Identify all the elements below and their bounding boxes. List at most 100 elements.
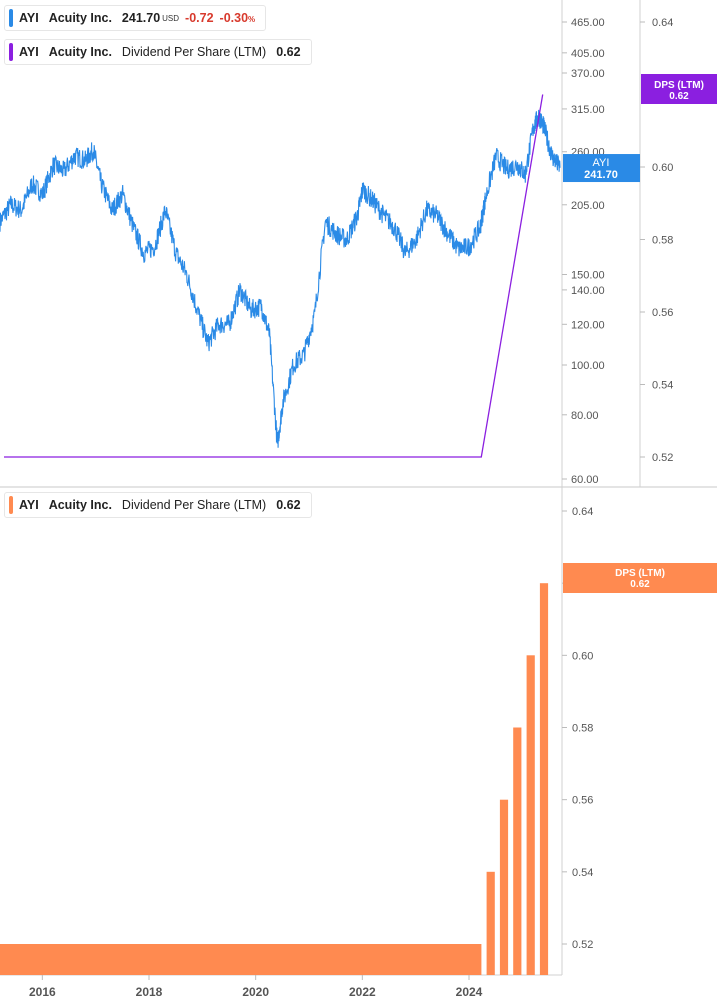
dps-bar-75: [526, 655, 535, 975]
dps-bar-26: [173, 944, 182, 975]
price-tick-label-0: 465.00: [571, 17, 605, 29]
dps-bar-0: [0, 944, 9, 975]
dps-bar-31: [206, 944, 215, 975]
dps-bar-42: [279, 944, 289, 975]
dps-bar-53: [353, 944, 362, 975]
dps-bar-28: [186, 944, 195, 975]
price-tick-label-6: 150.00: [571, 270, 605, 282]
dps-top-tick-label-3: 0.56: [652, 307, 673, 319]
dps-bottom-badge: [563, 563, 717, 593]
dps-bar-54: [359, 944, 369, 975]
legend-price-currency: USD: [162, 13, 180, 23]
dps-bar-40: [266, 944, 275, 975]
dps-bar-57: [379, 944, 389, 975]
bar-tick-label-0: 0.64: [572, 506, 593, 518]
dps-top-tick-label-1: 0.60: [652, 162, 673, 174]
legend-dps-bottom-value: 0.62: [276, 498, 301, 512]
dps-bar-6: [39, 944, 49, 975]
legend-price-change-pct: -0.30%: [220, 11, 256, 25]
dps-top-tick-label-4: 0.54: [652, 380, 673, 392]
dps-bar-73: [499, 799, 509, 975]
dps-bar-10: [66, 944, 75, 975]
bar-tick-label-2: 0.60: [572, 650, 593, 662]
dps-bar-59: [393, 944, 402, 975]
legend-dps-top-metric: Dividend Per Share (LTM): [121, 45, 267, 59]
dps-bar-34: [226, 944, 235, 975]
dps-bar-47: [313, 944, 322, 975]
dps-bar-60: [399, 944, 409, 975]
dps-bar-48: [319, 944, 329, 975]
dps-bar-29: [193, 944, 202, 975]
dps-bar-9: [59, 944, 69, 975]
dps-bar-19: [126, 944, 135, 975]
bar-tick-label-4: 0.56: [572, 795, 593, 807]
legend-price-swatch: [9, 9, 13, 27]
bar-tick-label-6: 0.52: [572, 939, 593, 951]
legend-price: AYI Acuity Inc. 241.70 USD -0.72 -0.30%: [4, 5, 267, 31]
dps-bar-16: [106, 944, 115, 975]
dps-bar-63: [419, 944, 429, 975]
dps-bar-58: [386, 944, 395, 975]
dps-bar-2: [13, 944, 22, 975]
price-tick-label-9: 100.00: [571, 360, 605, 372]
dps-bar-17: [113, 944, 122, 975]
dps-top-tick-label-2: 0.58: [652, 235, 673, 247]
legend-dps-bottom: AYI Acuity Inc. Dividend Per Share (LTM)…: [4, 492, 312, 518]
price-badge: [563, 154, 640, 183]
legend-price-name: Acuity Inc.: [48, 11, 112, 25]
dps-bar-4: [26, 944, 35, 975]
dps-bar-15: [99, 944, 109, 975]
legend-dps-bottom-swatch: [9, 496, 13, 514]
bar-tick-label-3: 0.58: [572, 723, 593, 735]
legend-price-value: 241.70: [121, 11, 161, 25]
dps-bar-5: [33, 944, 42, 975]
legend-dps-bottom-ticker: AYI: [19, 498, 39, 512]
price-tick-label-7: 140.00: [571, 285, 605, 297]
dps-bar-39: [259, 944, 269, 975]
dps-top-tick-label-5: 0.52: [652, 452, 673, 464]
price-badge-value: 241.70: [584, 169, 618, 181]
dps-bar-32: [213, 944, 222, 975]
dps-bar-70: [466, 944, 475, 975]
dps-bar-37: [246, 944, 255, 975]
price-tick-label-11: 60.00: [571, 474, 599, 486]
dps-bar-55: [366, 944, 375, 975]
dps-bar-panel: 0.64 0.62 0.60 0.58 0.56 0.54 0.52 2016 2018 2020…: [0, 487, 717, 999]
price-tick-label-1: 405.00: [571, 48, 605, 60]
dps-bar-66: [439, 944, 449, 975]
dps-bar-64: [426, 944, 435, 975]
legend-price-change-pct-value: -0.30: [219, 11, 249, 25]
price-tick-label-10: 80.00: [571, 410, 599, 422]
dps-bar-56: [373, 944, 382, 975]
dps-bar-25: [166, 944, 175, 975]
x-tick-label-4: 2024: [456, 985, 483, 999]
dps-bar-24: [159, 944, 169, 975]
dps-bar-71: [473, 944, 482, 975]
dps-bar-76: [539, 583, 549, 975]
legend-price-ticker: AYI: [19, 11, 39, 25]
dps-bar-74: [513, 727, 522, 975]
legend-dps-top: AYI Acuity Inc. Dividend Per Share (LTM)…: [4, 39, 312, 65]
dps-bar-62: [413, 944, 422, 975]
dps-bar-67: [446, 944, 455, 975]
x-tick-label-2: 2020: [242, 985, 269, 999]
legend-dps-bottom-metric: Dividend Per Share (LTM): [121, 498, 267, 512]
legend-price-change: -0.72: [185, 11, 214, 25]
dps-bar-72: [486, 871, 495, 975]
dps-bar-51: [339, 944, 349, 975]
dps-bar-11: [73, 944, 82, 975]
dps-bar-23: [153, 944, 162, 975]
legend-price-change-pct-sign: %: [248, 15, 256, 24]
dps-bar-35: [233, 944, 242, 975]
dps-series-line: [4, 94, 544, 458]
price-tick-label-5: 205.00: [571, 200, 605, 212]
price-panel: 465.00405.00370.00315.00260.00205.00150.…: [0, 0, 717, 488]
dps-bar-33: [219, 944, 229, 975]
dps-bar-21: [139, 944, 149, 975]
dps-bar-49: [326, 944, 335, 975]
dps-bar-18: [119, 944, 129, 975]
dps-bar-13: [86, 944, 95, 975]
x-tick-label-3: 2022: [349, 985, 376, 999]
price-series-line: [0, 109, 561, 448]
